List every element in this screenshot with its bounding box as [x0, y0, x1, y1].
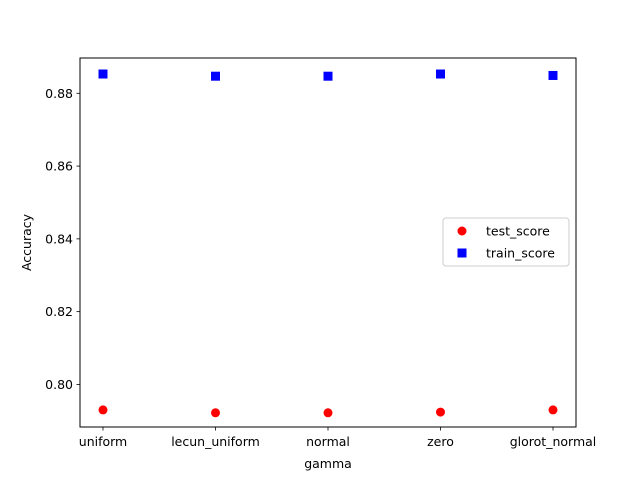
legend: test_score train_score — [442, 217, 570, 267]
point-train-score-glorot-normal — [548, 70, 558, 80]
x-tick-label: glorot_normal — [510, 434, 597, 449]
y-tick-label: 0.86 — [45, 159, 73, 174]
x-tick-label: lecun_uniform — [171, 434, 260, 449]
y-axis-label: Accuracy — [19, 213, 34, 271]
legend-label-train-score: train_score — [486, 246, 555, 261]
point-train-score-uniform — [98, 69, 108, 79]
y-tick-label: 0.80 — [45, 377, 73, 392]
x-axis: uniform lecun_uniform normal zero glorot_nor… — [79, 427, 597, 449]
point-train-score-lecun-uniform — [211, 71, 220, 81]
x-tick-label: normal — [306, 434, 350, 449]
x-tick-label: zero — [427, 434, 454, 449]
point-test-score-lecun-uniform — [211, 408, 220, 418]
x-tick-label: uniform — [79, 434, 127, 449]
legend-marker-train-score — [457, 248, 467, 258]
x-axis-label: gamma — [304, 456, 352, 471]
point-test-score-normal — [323, 408, 333, 418]
y-tick-label: 0.84 — [45, 231, 73, 246]
legend-label-test-score: test_score — [486, 224, 550, 239]
point-test-score-zero — [436, 407, 445, 417]
point-train-score-zero — [436, 69, 445, 79]
y-axis: 0.80 0.82 0.84 0.86 0.88 — [45, 86, 80, 392]
point-test-score-uniform — [98, 405, 108, 415]
point-test-score-glorot-normal — [548, 405, 558, 415]
point-train-score-normal — [323, 71, 333, 81]
legend-marker-test-score — [457, 226, 467, 236]
y-tick-label: 0.82 — [45, 304, 73, 319]
plot-frame — [79, 57, 577, 428]
y-tick-label: 0.88 — [45, 86, 73, 101]
data-points — [98, 69, 558, 418]
legend-box — [442, 217, 570, 267]
